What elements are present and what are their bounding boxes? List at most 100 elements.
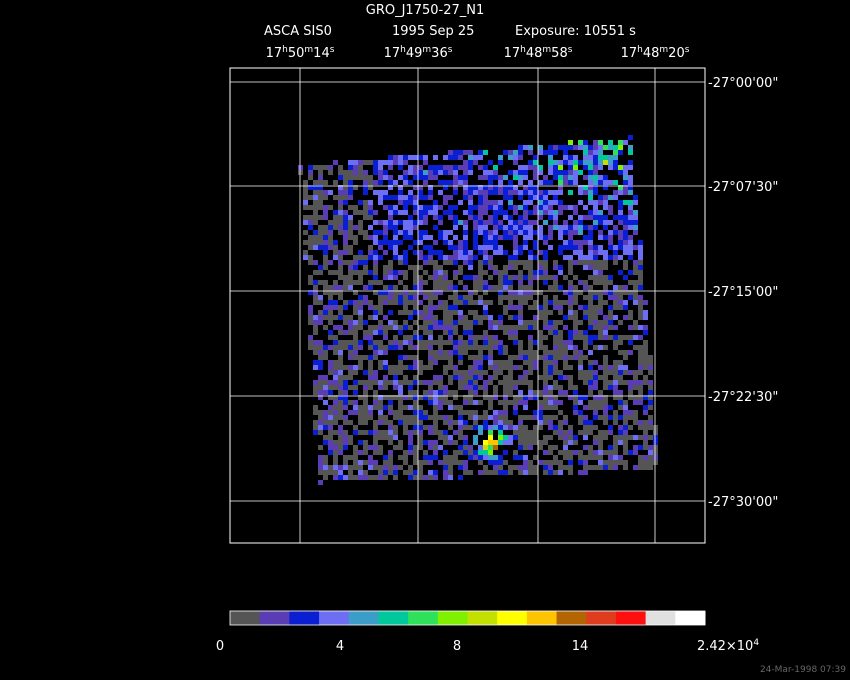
- pixel: [353, 290, 358, 295]
- pixel: [578, 460, 583, 465]
- pixel: [603, 415, 608, 420]
- pixel: [608, 145, 613, 150]
- pixel: [558, 185, 563, 190]
- pixel: [543, 420, 548, 425]
- pixel: [453, 330, 458, 335]
- pixel: [338, 355, 343, 360]
- pixel: [358, 415, 363, 420]
- pixel: [418, 380, 423, 385]
- pixel: [413, 445, 418, 450]
- pixel: [313, 200, 318, 205]
- pixel: [488, 380, 493, 385]
- label-part: 8: [453, 639, 461, 654]
- pixel: [343, 405, 348, 410]
- pixel: [453, 325, 458, 330]
- pixel: [413, 250, 418, 255]
- pixel: [468, 325, 473, 330]
- pixel: [338, 440, 343, 445]
- pixel: [608, 415, 613, 420]
- pixel: [373, 395, 378, 400]
- pixel: [548, 155, 553, 160]
- pixel: [318, 310, 323, 315]
- pixel: [643, 445, 648, 450]
- pixel: [503, 415, 508, 420]
- pixel: [523, 295, 528, 300]
- pixel: [623, 450, 628, 455]
- pixel: [413, 400, 418, 405]
- pixel: [573, 315, 578, 320]
- pixel: [613, 360, 618, 365]
- pixel: [393, 295, 398, 300]
- pixel: [453, 300, 458, 305]
- pixel: [643, 440, 648, 445]
- pixel: [418, 415, 423, 420]
- pixel: [328, 465, 333, 470]
- pixel: [528, 435, 533, 440]
- pixel: [348, 320, 353, 325]
- pixel: [348, 475, 353, 480]
- pixel: [573, 180, 578, 185]
- pixel: [493, 320, 498, 325]
- pixel: [618, 190, 623, 195]
- colorbar-swatch: [437, 611, 468, 625]
- pixel: [423, 460, 428, 465]
- pixel: [613, 290, 618, 295]
- pixel: [493, 285, 498, 290]
- pixel: [493, 250, 498, 255]
- pixel: [483, 440, 488, 445]
- pixel: [338, 350, 343, 355]
- pixel: [533, 275, 538, 280]
- pixel: [518, 355, 523, 360]
- pixel: [388, 470, 393, 475]
- pixel: [448, 195, 453, 200]
- pixel: [623, 140, 628, 145]
- pixel: [613, 245, 618, 250]
- pixel: [503, 270, 508, 275]
- pixel: [428, 260, 433, 265]
- pixel: [588, 360, 593, 365]
- pixel: [593, 410, 598, 415]
- pixel: [368, 365, 373, 370]
- pixel: [648, 415, 653, 420]
- pixel: [513, 275, 518, 280]
- pixel: [433, 420, 438, 425]
- pixel: [573, 450, 578, 455]
- pixel: [568, 310, 573, 315]
- pixel: [413, 205, 418, 210]
- pixel: [463, 245, 468, 250]
- pixel: [378, 400, 383, 405]
- pixel: [638, 345, 643, 350]
- pixel: [503, 150, 508, 155]
- pixel: [338, 250, 343, 255]
- pixel: [403, 310, 408, 315]
- pixel: [618, 165, 623, 170]
- pixel: [598, 245, 603, 250]
- pixel: [463, 260, 468, 265]
- pixel: [383, 240, 388, 245]
- pixel: [498, 290, 503, 295]
- pixel: [603, 320, 608, 325]
- label-part: 2.42×10: [697, 639, 753, 654]
- pixel: [538, 335, 543, 340]
- label-part: 17: [266, 46, 283, 61]
- pixel: [558, 205, 563, 210]
- pixel: [448, 440, 453, 445]
- pixel: [598, 375, 603, 380]
- pixel: [628, 240, 633, 245]
- pixel: [303, 195, 308, 200]
- pixel: [523, 225, 528, 230]
- pixel: [518, 325, 523, 330]
- pixel: [398, 380, 403, 385]
- pixel: [508, 285, 513, 290]
- pixel: [343, 305, 348, 310]
- pixel: [528, 225, 533, 230]
- pixel: [358, 380, 363, 385]
- pixel: [468, 415, 473, 420]
- pixel: [343, 285, 348, 290]
- pixel: [433, 170, 438, 175]
- pixel: [388, 175, 393, 180]
- pixel: [378, 420, 383, 425]
- pixel: [398, 340, 403, 345]
- pixel: [433, 165, 438, 170]
- pixel: [398, 195, 403, 200]
